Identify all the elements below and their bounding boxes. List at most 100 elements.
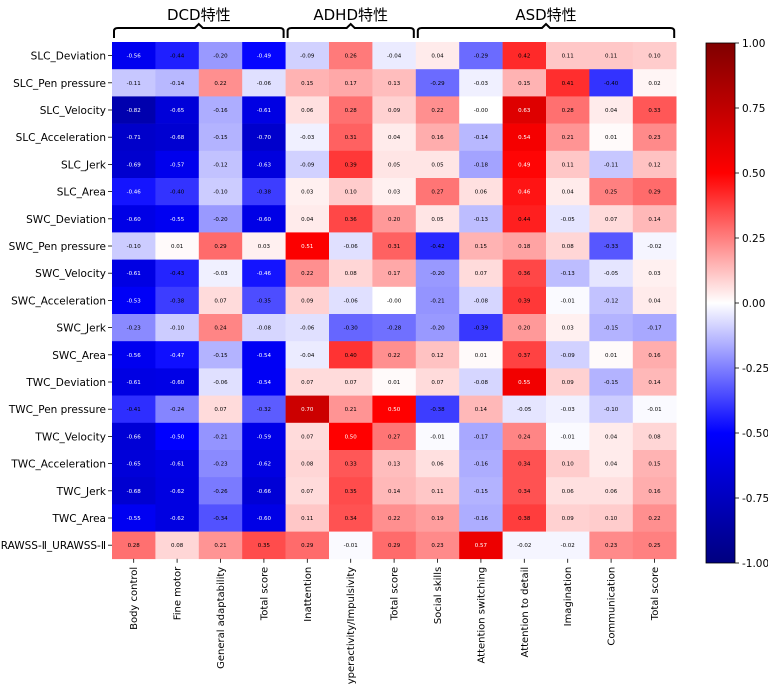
heatmap-cell — [589, 477, 634, 505]
cell-value-label: -0.61 — [127, 271, 141, 277]
cell-value-label: 0.08 — [562, 244, 575, 250]
heatmap-cell — [546, 422, 590, 451]
heatmap-cell — [155, 477, 200, 505]
heatmap-cell — [198, 504, 243, 532]
heatmap-cell — [329, 314, 373, 342]
cell-value-label: -0.33 — [604, 244, 619, 250]
heatmap-cell — [285, 368, 330, 396]
cell-value-label: 0.29 — [388, 543, 401, 549]
heatmap-cell — [155, 531, 200, 560]
cell-value-label: 0.54 — [518, 135, 531, 141]
heatmap-cell — [589, 422, 634, 451]
cell-value-label: 0.36 — [518, 271, 531, 277]
cell-value-label: -0.12 — [604, 298, 618, 304]
cell-value-label: -0.41 — [127, 407, 141, 413]
colorbar-tick-label: 0.25 — [742, 233, 765, 245]
heatmap-cell — [242, 259, 286, 288]
heatmap-cell — [546, 341, 590, 369]
heatmap-cell — [112, 69, 156, 97]
cell-value-label: -0.24 — [170, 407, 185, 413]
cell-value-label: 0.06 — [301, 108, 314, 114]
cell-value-label: 0.21 — [345, 407, 357, 413]
cell-value-label: -0.20 — [430, 271, 445, 277]
cell-value-label: 0.11 — [562, 162, 574, 168]
cell-value-label: -0.38 — [170, 298, 185, 304]
heatmap-cell — [242, 422, 286, 451]
heatmap-cell — [632, 205, 677, 233]
heatmap-cell — [198, 422, 243, 451]
heatmap-cell — [242, 341, 286, 369]
cell-value-label: -0.08 — [474, 298, 489, 304]
cell-value-label: -0.20 — [213, 217, 228, 223]
heatmap-cell — [459, 368, 503, 396]
heatmap-cell — [112, 42, 156, 70]
row-label: SLC_Area — [57, 187, 106, 199]
heatmap-cell — [112, 450, 156, 478]
cell-value-label: 0.41 — [562, 81, 574, 87]
cell-value-label: -0.65 — [127, 462, 142, 468]
column-label: Total score — [390, 567, 401, 621]
heatmap-cell — [546, 178, 590, 206]
heatmap-cell — [459, 286, 503, 315]
cell-value-label: 0.17 — [388, 271, 401, 277]
cell-value-label: 0.34 — [518, 462, 531, 468]
row-label: SLC_Acceleration — [16, 132, 106, 144]
cell-value-label: 0.15 — [648, 462, 661, 468]
row-label: TWC_Velocity — [34, 431, 106, 443]
column-label: Attention to detail — [520, 567, 531, 658]
heatmap-cell — [372, 42, 417, 70]
heatmap-cell — [589, 286, 634, 315]
cell-value-label: 0.24 — [214, 326, 227, 332]
heatmap-cell — [285, 232, 330, 260]
cell-value-label: 0.25 — [648, 543, 661, 549]
cell-value-label: -0.10 — [213, 190, 228, 196]
heatmap-cell — [372, 341, 417, 369]
cell-value-label: -0.02 — [517, 543, 531, 549]
cell-value-label: -0.01 — [561, 298, 575, 304]
cell-value-label: -0.44 — [170, 54, 185, 60]
cell-value-label: -0.06 — [344, 244, 359, 250]
cell-value-label: -0.38 — [430, 407, 445, 413]
cell-value-label: 0.20 — [518, 326, 531, 332]
column-label: Inattention — [303, 567, 314, 622]
heatmap-cell — [589, 531, 634, 560]
cell-value-label: 0.18 — [518, 244, 531, 250]
row-label: SLC_Jerk — [61, 159, 107, 171]
heatmap-cell — [589, 69, 634, 97]
cell-value-label: 0.01 — [475, 353, 487, 359]
heatmap-cell — [285, 178, 330, 206]
row-label: SWC_Jerk — [56, 323, 107, 335]
heatmap-cell — [546, 42, 590, 70]
heatmap-cell — [502, 150, 547, 179]
heatmap-cell — [198, 395, 243, 424]
cell-value-label: -0.18 — [474, 162, 489, 168]
cell-value-label: 0.01 — [605, 353, 617, 359]
cell-value-label: 0.29 — [214, 244, 227, 250]
cell-value-label: 0.03 — [562, 326, 575, 332]
heatmap-cell — [415, 368, 460, 396]
cell-value-label: -0.06 — [257, 81, 272, 87]
cell-value-label: 0.04 — [648, 298, 661, 304]
heatmap-cell — [285, 205, 330, 233]
heatmap-cell — [459, 123, 503, 152]
heatmap-cell — [285, 42, 330, 70]
cell-value-label: -0.68 — [127, 489, 142, 495]
cell-value-label: 0.22 — [301, 271, 313, 277]
cell-value-label: 0.01 — [388, 380, 400, 386]
row-label: TWC_Deviation — [25, 377, 106, 389]
cell-value-label: 0.04 — [301, 217, 314, 223]
heatmap-cell — [415, 178, 460, 206]
cell-value-label: 0.27 — [388, 434, 401, 440]
cell-value-label: -0.08 — [257, 326, 272, 332]
cell-value-label: 0.28 — [128, 543, 141, 549]
cell-value-label: -0.47 — [170, 353, 185, 359]
cell-value-label: -0.15 — [604, 326, 619, 332]
cell-value-label: -0.06 — [344, 298, 359, 304]
cell-value-label: 0.28 — [345, 108, 358, 114]
heatmap-cell — [198, 286, 243, 315]
heatmap-cell — [242, 123, 286, 152]
cell-value-label: 0.08 — [171, 543, 184, 549]
cell-value-label: 0.34 — [345, 516, 358, 522]
cell-value-label: 0.11 — [431, 489, 443, 495]
cell-value-label: 0.22 — [431, 108, 443, 114]
